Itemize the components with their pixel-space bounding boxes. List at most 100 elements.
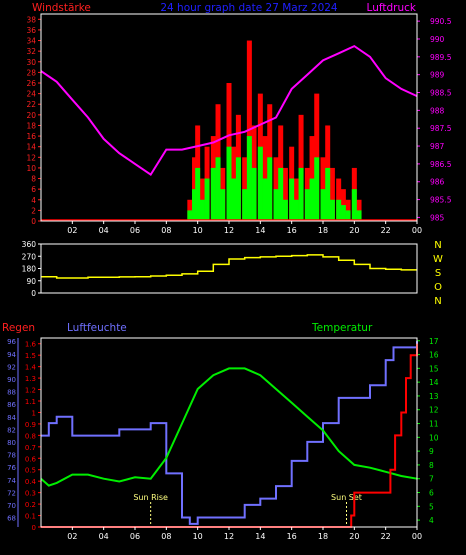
wind-axis-label: Windstärke [32, 2, 91, 14]
wind-bar [282, 199, 288, 221]
humidity-y-tick-label: 74 [7, 477, 16, 485]
wind-x-tick-label: 06 [130, 226, 140, 235]
climate-x-tick-label: 12 [224, 532, 234, 541]
wind-x-tick-label: 00 [412, 226, 422, 235]
rain-y-tick-label: 1.6 [25, 341, 37, 349]
temperature-y-tick-label: 16 [429, 351, 439, 360]
compass-letter: W [433, 254, 443, 265]
wind-bar [320, 189, 326, 221]
wind-y-tick-label: 18 [26, 121, 36, 130]
wind-bar [289, 178, 295, 221]
temperature-y-tick-label: 9 [429, 447, 434, 456]
pressure-y-tick-label: 988.5 [430, 89, 452, 98]
direction-y-tick-label: 90 [26, 277, 36, 286]
wind-bar [251, 167, 257, 221]
wind-bar [246, 136, 252, 221]
sun-event-label: Sun Set [331, 493, 362, 502]
climate-panel: 68707274767880828486889092949600.10.20.3… [7, 337, 439, 541]
wind-bar [192, 189, 198, 221]
pressure-y-tick-label: 988 [430, 106, 445, 115]
wind-y-tick-label: 4 [31, 196, 36, 205]
temperature-y-tick-label: 6 [429, 489, 434, 498]
wind-bar [314, 157, 320, 221]
wind-bar [298, 167, 304, 221]
humidity-axis-label: Luftfeuchte [67, 322, 127, 334]
compass-letter: N [434, 240, 441, 251]
wind-y-tick-label: 20 [26, 111, 36, 120]
gust-bar [329, 167, 335, 221]
wind-y-tick-label: 26 [26, 79, 36, 88]
wind-bar [304, 189, 310, 221]
rain-y-tick-label: 0.6 [25, 455, 37, 463]
wind-y-tick-label: 32 [26, 47, 36, 56]
wind-bar [345, 210, 351, 221]
compass-letter: O [434, 282, 442, 293]
temperature-y-tick-label: 17 [429, 337, 439, 346]
wind-bar [336, 199, 342, 221]
wind-bar [220, 189, 226, 221]
wind-y-tick-label: 8 [31, 175, 36, 184]
rain-y-tick-label: 1.4 [25, 364, 37, 372]
wind-y-tick-label: 10 [26, 164, 36, 173]
wind-x-tick-label: 22 [381, 226, 391, 235]
climate-x-tick-label: 20 [349, 532, 359, 541]
humidity-line [41, 341, 418, 525]
temperature-y-tick-label: 10 [429, 433, 439, 442]
temperature-axis-label: Temperatur [311, 322, 373, 334]
wind-bar [262, 178, 268, 221]
pressure-y-tick-label: 989.5 [430, 53, 452, 62]
sun-event-label: Sun Rise [133, 493, 168, 502]
climate-x-tick-label: 16 [287, 532, 297, 541]
chart-title: 24 hour graph date 27 Marz 2024 [160, 2, 338, 14]
wind-x-tick-label: 08 [161, 226, 171, 235]
pressure-y-tick-label: 990.5 [430, 17, 452, 26]
humidity-y-tick-label: 90 [7, 376, 16, 384]
temperature-y-tick-label: 14 [429, 378, 439, 387]
wind-bar [325, 167, 331, 221]
rain-y-tick-label: 1.1 [25, 398, 36, 406]
rain-y-tick-label: 0.7 [25, 444, 36, 452]
humidity-y-tick-label: 80 [7, 439, 16, 447]
wind-bar [257, 146, 263, 221]
humidity-y-tick-label: 82 [7, 426, 16, 434]
wind-y-tick-label: 2 [31, 206, 36, 215]
rain-y-tick-label: 1.5 [25, 352, 36, 360]
climate-x-tick-label: 14 [255, 532, 265, 541]
wind-x-tick-label: 02 [67, 226, 77, 235]
humidity-y-tick-label: 84 [7, 414, 16, 422]
wind-bar [293, 199, 299, 221]
pressure-y-tick-label: 985 [430, 213, 445, 222]
humidity-y-tick-label: 86 [7, 401, 16, 409]
humidity-y-tick-label: 92 [7, 363, 16, 371]
temperature-y-tick-label: 13 [429, 392, 439, 401]
temperature-y-tick-label: 15 [429, 364, 439, 373]
pressure-line [40, 44, 418, 177]
wind-bar [351, 189, 357, 221]
temperature-y-tick-label: 12 [429, 406, 439, 415]
wind-y-tick-label: 38 [26, 15, 36, 24]
direction-line [41, 254, 417, 279]
wind-x-tick-label: 14 [255, 226, 265, 235]
humidity-y-tick-label: 72 [7, 489, 16, 497]
wind-y-tick-label: 14 [26, 143, 36, 152]
pressure-y-tick-label: 986 [430, 178, 445, 187]
wind-y-tick-label: 6 [31, 185, 36, 194]
rain-y-tick-label: 0.2 [25, 501, 36, 509]
gust-bar [246, 40, 252, 222]
direction-y-tick-label: 270 [22, 252, 37, 261]
wind-y-tick-label: 34 [26, 37, 36, 46]
wind-bar [187, 210, 193, 221]
humidity-y-tick-label: 78 [7, 452, 16, 460]
temperature-y-tick-label: 7 [429, 475, 434, 484]
climate-x-tick-label: 04 [99, 532, 109, 541]
wind-bar [329, 199, 335, 221]
direction-y-tick-label: 0 [31, 289, 36, 298]
pressure-y-tick-label: 987 [430, 142, 445, 151]
wind-x-tick-label: 20 [349, 226, 359, 235]
rain-y-tick-label: 0.9 [25, 421, 36, 429]
wind-x-tick-label: 04 [99, 226, 109, 235]
wind-bar [204, 178, 210, 221]
pressure-y-tick-label: 986.5 [430, 160, 452, 169]
wind-x-tick-label: 12 [224, 226, 234, 235]
